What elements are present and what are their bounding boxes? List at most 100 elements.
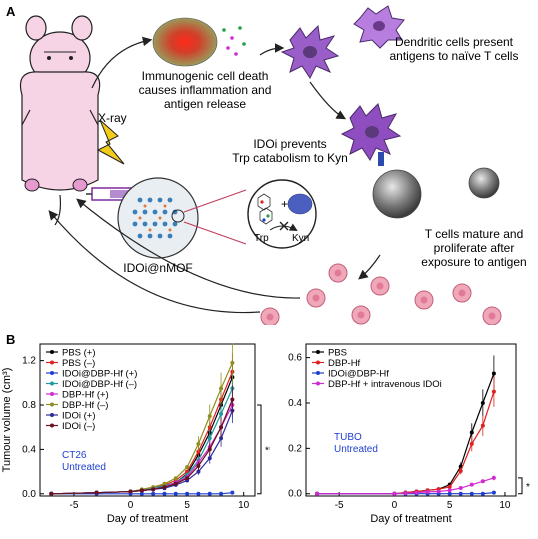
data-point xyxy=(162,481,167,486)
legend-entry: IDOi (–) xyxy=(62,421,95,432)
data-point xyxy=(447,491,452,496)
icd-line-2: causes inflammation and xyxy=(138,83,272,97)
data-point xyxy=(196,441,201,446)
data-point xyxy=(173,481,178,486)
data-point xyxy=(447,484,452,489)
y-tick-label: 0.4 xyxy=(288,398,302,409)
x-tick-label: 0 xyxy=(128,500,134,511)
data-point xyxy=(491,490,496,495)
data-point xyxy=(315,491,320,496)
x-tick-label: 0 xyxy=(392,500,398,511)
data-point xyxy=(230,490,235,495)
legend-marker xyxy=(50,350,54,354)
legend-entry: PBS (–) xyxy=(62,358,95,369)
data-point xyxy=(94,490,99,495)
ct26-tumour-growth-chart: -5 0 5 10 0.0 0.4 0.8 1.2 Day of treatment Tumour… xyxy=(1,343,270,525)
data-point xyxy=(425,489,430,494)
data-point xyxy=(458,491,463,496)
legend-entry: DBP-Hf (–) xyxy=(62,400,108,411)
plus-label: + xyxy=(281,197,289,211)
tcell-line-1: T cells mature and xyxy=(424,227,524,241)
icd-line-1: Immunogenic cell death xyxy=(141,69,269,83)
plot-frame xyxy=(305,343,517,497)
legend-entry: PBS xyxy=(328,348,347,359)
data-point xyxy=(207,447,212,452)
trp-label: Trp xyxy=(254,233,269,244)
data-point xyxy=(230,397,235,402)
significance-bracket xyxy=(257,404,262,495)
legend-marker xyxy=(316,360,320,365)
y-tick-label: 1.2 xyxy=(22,356,36,367)
data-point xyxy=(219,411,224,416)
x-tick-label: 10 xyxy=(238,500,250,511)
data-point xyxy=(207,491,212,496)
legend-entry: DBP-Hf xyxy=(328,358,361,369)
annotation-line-1: TUBO xyxy=(334,432,362,443)
tcell-line-3: exposure to antigen xyxy=(421,255,527,269)
data-point xyxy=(219,386,224,391)
flow-arrows xyxy=(48,36,381,314)
data-point xyxy=(469,441,474,446)
data-point xyxy=(185,465,190,470)
data-point xyxy=(196,464,201,469)
data-point xyxy=(458,469,463,474)
legend-marker xyxy=(50,392,54,396)
data-point xyxy=(151,487,156,492)
data-point xyxy=(436,489,441,494)
t-cell-large-icon xyxy=(372,169,422,219)
legend-marker xyxy=(316,371,320,375)
data-point xyxy=(469,430,474,435)
legend-entry: IDOi@DBP-Hf xyxy=(328,369,389,380)
x-tick-label: 5 xyxy=(447,500,453,511)
y-axis-label: Tumour volume (cm³) xyxy=(1,368,13,473)
data-point xyxy=(207,456,212,461)
legend-entry: DBP-Hf (+) xyxy=(62,390,109,401)
legend-entry: PBS (+) xyxy=(62,348,96,359)
x-tick-label: -5 xyxy=(69,500,78,511)
nmof-label: IDOi@nMOF xyxy=(123,261,193,275)
ido-line-1: IDOi prevents xyxy=(253,137,327,151)
legend-entry: DBP-Hf + intravenous IDOi xyxy=(328,379,442,390)
legend-entry: IDOi@DBP-Hf (–) xyxy=(62,379,137,390)
data-point xyxy=(480,491,485,496)
data-point xyxy=(447,488,452,493)
y-tick-label: 0.0 xyxy=(288,489,302,500)
data-point xyxy=(414,490,419,495)
kyn-label: Kyn xyxy=(292,233,310,244)
antigen-dots xyxy=(222,26,246,56)
data-point xyxy=(128,489,133,494)
data-point xyxy=(162,485,167,490)
data-point xyxy=(151,491,156,496)
data-point xyxy=(207,414,212,419)
legend-marker xyxy=(50,381,54,386)
dendritic-cell-icon-2 xyxy=(353,5,405,49)
data-point xyxy=(458,486,463,491)
data-point xyxy=(196,491,201,496)
ido-inhibition-zoom xyxy=(247,179,317,249)
t-cell-small-icon xyxy=(468,167,500,199)
legend-marker xyxy=(316,381,320,386)
legend-marker xyxy=(50,423,54,428)
panel-a-letter: A xyxy=(6,4,16,19)
legend-marker xyxy=(316,350,320,354)
legend-marker xyxy=(50,371,54,375)
panel-b-letter: B xyxy=(6,332,16,347)
data-point xyxy=(219,491,224,496)
data-point xyxy=(491,389,496,394)
ido-line-2: Trp catabolism to Kyn xyxy=(232,151,348,165)
data-point xyxy=(392,491,397,496)
plot-frame xyxy=(39,343,256,497)
significance-bracket xyxy=(518,477,523,495)
data-point xyxy=(491,371,496,376)
series-line xyxy=(51,399,233,495)
data-point xyxy=(162,491,167,496)
dc-line-1: Dendritic cells present xyxy=(394,35,514,49)
significance-marker: ** xyxy=(265,445,270,456)
data-point xyxy=(230,360,235,365)
dendritic-cell-icon-3 xyxy=(340,103,402,166)
data-point xyxy=(480,400,485,405)
legend-marker xyxy=(50,402,54,407)
data-point xyxy=(469,482,474,487)
y-tick-label: 0.4 xyxy=(22,444,36,455)
data-point xyxy=(480,479,485,484)
